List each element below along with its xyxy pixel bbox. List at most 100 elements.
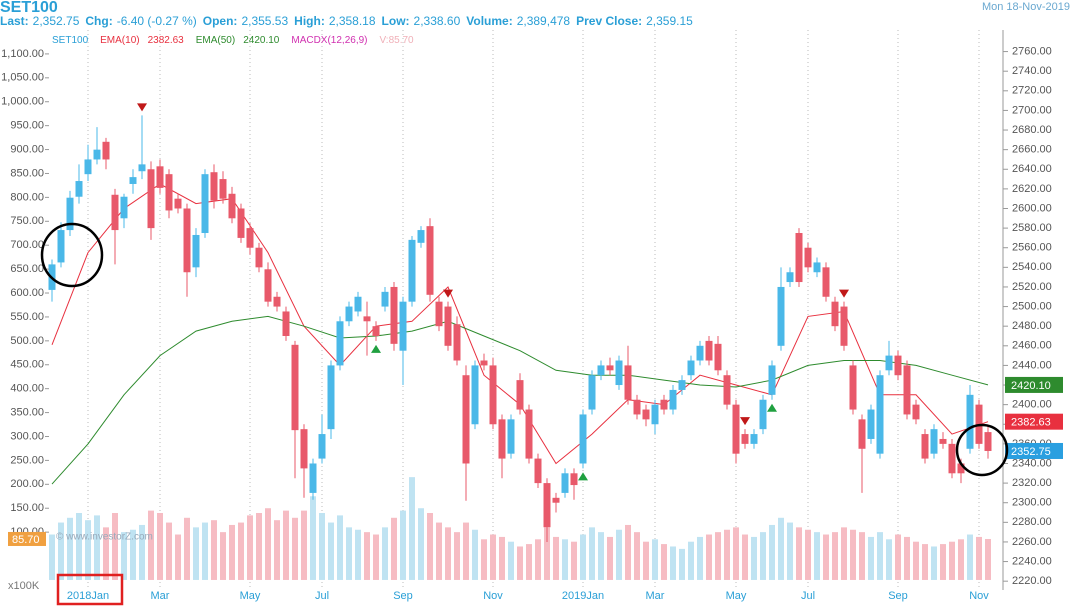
price-badge-label: 2382.63 <box>1011 417 1051 429</box>
sell-signal <box>740 417 750 426</box>
volume-bar <box>904 536 910 580</box>
sell-signal <box>137 103 147 112</box>
y-tick-label: 1,100.00 <box>1 48 44 60</box>
volume-bar <box>346 527 352 580</box>
y-tick-label: 400.00 <box>10 383 44 395</box>
volume-bar <box>445 527 451 580</box>
volume-bar <box>490 534 496 580</box>
volume-bar <box>454 532 460 580</box>
y-tick-label: 750.00 <box>10 215 44 227</box>
volume-bar <box>139 524 145 580</box>
legend-entry: EMA(50) <box>196 35 235 46</box>
candle-body <box>651 404 659 425</box>
info-label: High: <box>294 14 325 28</box>
grid <box>87 30 980 590</box>
candle-body <box>507 419 515 454</box>
y-tick-label: 900.00 <box>10 143 44 155</box>
x-tick-label: 2019Jan <box>562 590 604 602</box>
candle-body <box>498 419 506 459</box>
volume-bar <box>436 522 442 580</box>
y-tick-label: 850.00 <box>10 167 44 179</box>
y2-tick-label: 2740.00 <box>1012 65 1052 77</box>
candle-body <box>327 365 335 430</box>
y-tick-label: 450.00 <box>10 359 44 371</box>
volume-bar <box>751 536 757 580</box>
x-tick-label: Nov <box>969 590 989 602</box>
y2-tick-label: 2720.00 <box>1012 85 1052 97</box>
volume-bar <box>805 529 811 580</box>
candle-body <box>903 365 911 415</box>
candle-body <box>687 360 695 376</box>
y2-tick-label: 2560.00 <box>1012 242 1052 254</box>
candle-body <box>705 340 713 361</box>
candle-body <box>471 365 479 425</box>
volume-bar <box>310 496 316 580</box>
candle-body <box>714 343 722 371</box>
candle-body <box>84 159 92 175</box>
candle-body <box>579 414 587 464</box>
candle-body <box>111 194 119 231</box>
price-badge <box>1005 442 1063 459</box>
info-label: Last: <box>0 14 29 28</box>
info-value: 2,389,478 <box>517 14 571 28</box>
volume-bar <box>391 517 397 580</box>
candle-body <box>588 375 596 410</box>
volume-bar <box>760 532 766 580</box>
volume-bar <box>832 532 838 580</box>
volume-bar <box>373 534 379 580</box>
volume-bar <box>184 517 190 580</box>
volume-bar <box>562 539 568 580</box>
volume-bar <box>328 522 334 580</box>
info-label: Open: <box>203 14 238 28</box>
y-tick-label: 300.00 <box>10 430 44 442</box>
candle-body <box>201 174 209 234</box>
x-tick-label: Mar <box>151 590 170 602</box>
quote-info: Last: 2,352.75 Chg: -6.40 (-0.27 %) Open: 2,3… <box>0 14 693 28</box>
volume-bar <box>256 513 262 580</box>
volume-bar <box>742 534 748 580</box>
info-value: 2,352.75 <box>33 14 80 28</box>
candle-body <box>264 269 272 302</box>
candle-body <box>66 197 74 231</box>
candle-body <box>165 174 173 211</box>
candle-body <box>633 399 641 415</box>
candle-body <box>174 198 182 209</box>
volume-bar <box>940 544 946 580</box>
volume-bar <box>382 527 388 580</box>
candle-body <box>615 360 623 386</box>
y2-tick-label: 2400.00 <box>1012 399 1052 411</box>
candle-body <box>813 262 821 273</box>
volume-bar <box>868 536 874 580</box>
volume-bar <box>850 529 856 580</box>
volume-bar <box>976 536 982 580</box>
candle-body <box>885 355 893 371</box>
y-unit: x100K <box>8 580 40 592</box>
volume-bar <box>265 508 271 580</box>
volume-bar <box>913 541 919 580</box>
volume-bar <box>769 524 775 580</box>
legend-value: 2420.10 <box>243 35 280 46</box>
volume-bar <box>652 539 658 580</box>
y2-tick-label: 2760.00 <box>1012 45 1052 57</box>
volume-bar <box>355 529 361 580</box>
candle-body <box>939 438 947 444</box>
volume-bar <box>247 515 253 580</box>
volume-bar <box>670 546 676 580</box>
y2-tick-label: 2280.00 <box>1012 516 1052 528</box>
candle-body <box>489 365 497 425</box>
price-badge <box>1005 376 1063 393</box>
candle-body <box>237 208 245 238</box>
sell-signal <box>443 289 453 298</box>
date: Mon 18-Nov-2019 <box>982 1 1070 13</box>
volume-bar <box>877 532 883 580</box>
candle-body <box>534 458 542 484</box>
info-label: Volume: <box>466 14 512 28</box>
candle-body <box>210 172 218 201</box>
candle-body <box>912 404 920 420</box>
x-tick-label: Jul <box>801 590 815 602</box>
ema-line <box>51 183 989 465</box>
watermark: © www.investorZ.com <box>56 532 153 543</box>
candle-body <box>570 473 578 486</box>
y-tick-label: 1,000.00 <box>1 96 44 108</box>
y-tick-label: 950.00 <box>10 120 44 132</box>
